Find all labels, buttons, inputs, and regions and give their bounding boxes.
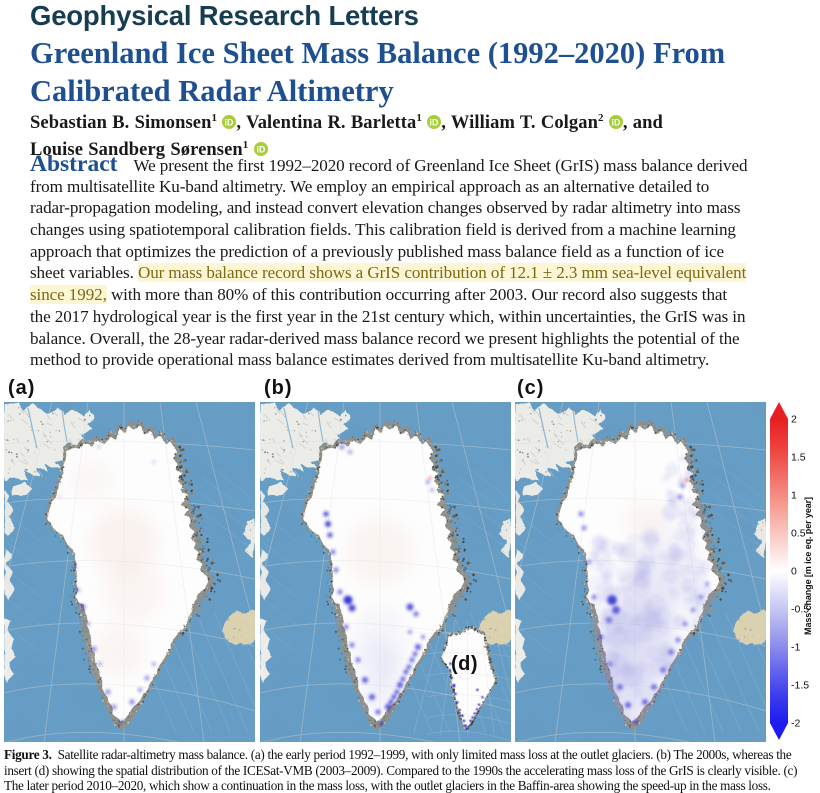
svg-text:-1: -1 xyxy=(791,642,800,654)
svg-text:1.5: 1.5 xyxy=(791,452,806,464)
svg-text:iD: iD xyxy=(225,117,234,127)
svg-text:-1.5: -1.5 xyxy=(791,680,809,692)
svg-text:0.5: 0.5 xyxy=(791,528,806,540)
svg-text:iD: iD xyxy=(611,117,620,127)
svg-text:iD: iD xyxy=(430,117,439,127)
svg-text:Mass change [m ice eq. per yea: Mass change [m ice eq. per year] xyxy=(803,497,813,635)
svg-text:-2: -2 xyxy=(791,718,800,730)
svg-text:(d): (d) xyxy=(451,653,478,675)
svg-text:iD: iD xyxy=(256,144,265,154)
svg-text:1: 1 xyxy=(791,490,797,502)
svg-text:2: 2 xyxy=(791,414,797,426)
svg-text:-0.5: -0.5 xyxy=(791,604,809,616)
svg-text:0: 0 xyxy=(791,566,797,578)
